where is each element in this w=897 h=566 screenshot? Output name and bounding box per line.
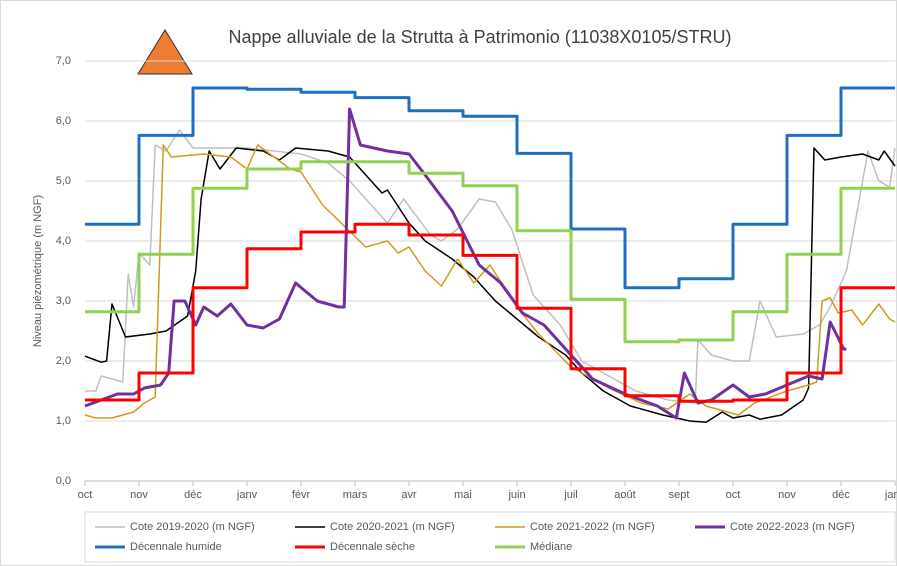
x-tick-label: août [614,489,635,501]
x-tick-label: sept [669,489,690,501]
x-tick-label: mai [454,489,472,501]
series-line [85,222,895,403]
legend-label: Cote 2021-2022 (m NGF) [530,521,655,533]
x-tick-label: nov [130,489,148,501]
y-tick-label: 5,0 [56,175,71,187]
legend-label: Cote 2020-2021 (m NGF) [330,521,455,533]
warning-icon [137,29,193,75]
series-line [85,129,896,404]
series-line [85,160,895,344]
x-tick-label: nov [778,489,796,501]
x-tick-label: oct [78,489,93,501]
y-tick-label: 7,0 [56,55,71,67]
series-line [84,107,847,420]
series-line [85,86,895,290]
y-tick-label: 3,0 [56,295,71,307]
legend-box [84,511,896,563]
series-line [84,147,896,423]
x-tick-label: janv [236,489,258,501]
x-tick-label: juin [507,489,525,501]
legend-label: Cote 2022-2023 (m NGF) [730,521,855,533]
y-tick-label: 4,0 [56,235,71,247]
legend-label: Cote 2019-2020 (m NGF) [130,521,255,533]
legend-label: Médiane [530,541,572,553]
x-tick-label: juil [563,489,577,501]
series-line [84,144,896,419]
x-tick-label: févr [292,489,311,501]
legend-label: Décennale humide [130,541,222,553]
x-tick-label: avr [401,489,417,501]
x-tick-label: déc [832,489,850,501]
y-tick-label: 6,0 [56,115,71,127]
x-tick-label: janv [884,489,897,501]
x-tick-label: mars [343,489,368,501]
y-axis-label: Niveau piézométrique (m NGF) [32,195,44,347]
y-tick-label: 0,0 [56,475,71,487]
legend-label: Décennale sèche [330,541,415,553]
y-tick-label: 1,0 [56,415,71,427]
x-tick-label: oct [726,489,741,501]
x-tick-label: déc [184,489,202,501]
y-tick-label: 2,0 [56,355,71,367]
chart-title: Nappe alluviale de la Strutta à Patrimon… [229,27,732,47]
